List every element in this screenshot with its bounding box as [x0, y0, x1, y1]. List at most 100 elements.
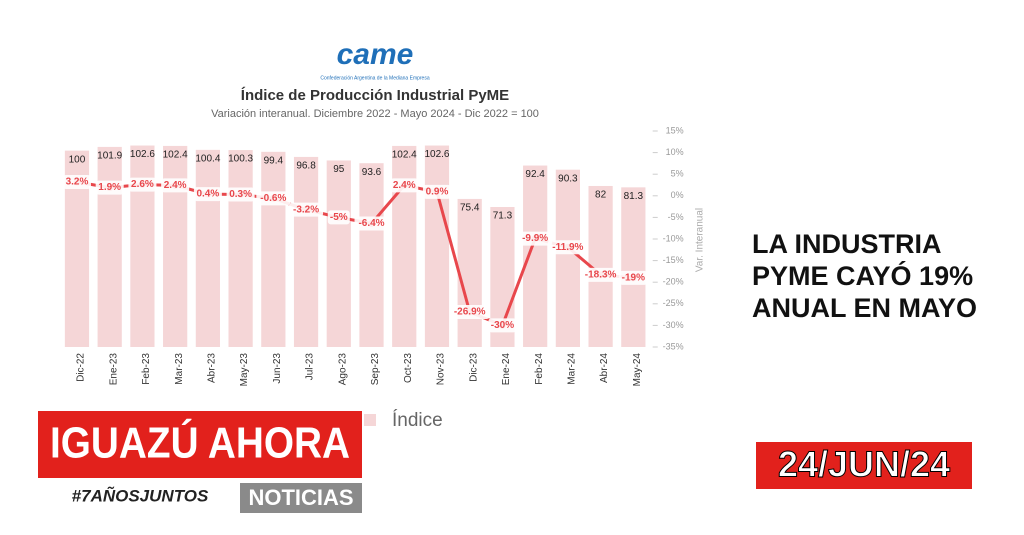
- point-label-bg: [256, 191, 291, 206]
- bar-value-label: 90.3: [558, 173, 578, 184]
- x-tick-label: Abr-23: [207, 353, 218, 383]
- legend-label: Índice: [392, 410, 443, 431]
- bar-value-label: 102.4: [392, 150, 417, 161]
- bar-value-label: 82: [595, 190, 607, 201]
- headline: PYME CAYÓ 19%: [752, 260, 973, 291]
- point-label: -19%: [622, 273, 645, 284]
- point-label-bg: [488, 318, 517, 333]
- y2-tick-label: -30%: [663, 320, 684, 330]
- brand-tag: #7AÑOSJUNTOS: [72, 485, 209, 505]
- point-label: -3.2%: [293, 204, 319, 215]
- bar: [621, 187, 646, 347]
- x-tick-label: Ago-23: [337, 353, 348, 386]
- bar: [392, 145, 417, 347]
- point-label-bg: [619, 270, 648, 285]
- y2-tick-label: -5%: [668, 212, 684, 222]
- point-label-bg: [289, 202, 324, 217]
- point-label: -9.9%: [522, 233, 548, 244]
- bar-value-label: 75.4: [460, 203, 480, 214]
- bar-value-label: 100: [69, 154, 86, 165]
- point-label: 1.9%: [98, 182, 121, 193]
- x-tick-label: Mar-24: [567, 353, 578, 385]
- bar-value-label: 96.8: [296, 161, 316, 172]
- bar: [163, 145, 188, 347]
- point-label-bg: [390, 178, 419, 193]
- x-tick-label: Ene-23: [108, 353, 119, 386]
- section: NOTICIAS: [248, 485, 353, 510]
- x-tick-label: Sep-23: [370, 353, 381, 386]
- x-tick-label: Abr-24: [599, 353, 610, 383]
- point-label-bg: [226, 187, 255, 202]
- point-label: -5%: [330, 212, 348, 223]
- point-label: -6.4%: [358, 218, 384, 229]
- x-tick-label: Dic-23: [468, 353, 479, 382]
- point-label-bg: [354, 216, 389, 231]
- bar-value-label: 71.3: [493, 211, 513, 222]
- x-tick-label: Jul-23: [305, 353, 316, 381]
- point-label: 2.4%: [393, 180, 416, 191]
- headline: ANUAL EN MAYO: [752, 293, 977, 323]
- y2-tick-label: -15%: [663, 255, 684, 265]
- bar: [195, 149, 220, 347]
- plot: 15% 10% 5% 0% -5% -10% -15% -20% -25% -30% -35% Dic…: [62, 125, 684, 387]
- bar: [130, 145, 155, 347]
- brand-box: [38, 411, 362, 478]
- point-label-bg: [449, 305, 490, 320]
- point-label: -26.9%: [454, 307, 486, 318]
- point-label: 0.4%: [196, 189, 219, 200]
- bar-value-label: 100.3: [228, 154, 253, 165]
- y2-tick-label: 5%: [671, 169, 684, 179]
- x-tick-label: Oct-23: [403, 353, 414, 383]
- x-tick-label: Mar-23: [174, 353, 185, 385]
- x-tick-label: Feb-23: [141, 353, 152, 385]
- bar-value-label: 101.9: [97, 151, 122, 162]
- point-label-bg: [422, 184, 451, 199]
- x-tick-label: Nov-23: [436, 353, 447, 386]
- x-tick-label: Dic-22: [76, 353, 87, 382]
- point-label: -30%: [491, 320, 514, 331]
- x-tick-label: May-24: [632, 353, 643, 387]
- bar: [424, 145, 450, 347]
- brand-name: IGUAZÚ AHORA: [50, 418, 350, 468]
- x-tick-label: Ene-24: [501, 353, 512, 386]
- point-label-bg: [518, 231, 553, 246]
- point-label-bg: [161, 178, 190, 193]
- headline: LA INDUSTRIA: [752, 229, 942, 259]
- point-label: 2.4%: [164, 180, 187, 191]
- bar-value-label: 92.4: [525, 169, 545, 180]
- bar: [523, 165, 548, 347]
- y2-tick-label: -10%: [663, 233, 684, 243]
- date: 24/JUN/24: [778, 444, 950, 485]
- bar: [555, 169, 580, 347]
- bar-value-label: 93.6: [362, 167, 382, 178]
- chart-subtitle: Variación interanual. Diciembre 2022 - M…: [211, 108, 539, 120]
- point-label-bg: [580, 267, 621, 282]
- y2-tick-label: 0%: [671, 190, 684, 200]
- x-tick-label: May-23: [239, 353, 250, 387]
- y2-tick-label: -35%: [663, 341, 684, 351]
- y2-tick-label: -20%: [663, 277, 684, 287]
- bar: [261, 151, 286, 347]
- y2-tick-label: 10%: [666, 147, 684, 157]
- date-box: [756, 442, 972, 489]
- bar: [293, 156, 319, 347]
- bar: [457, 198, 482, 347]
- x-tick-label: Feb-24: [534, 353, 545, 385]
- bar-value-label: 95: [333, 164, 345, 175]
- point-label: 0.3%: [229, 189, 252, 200]
- bar-value-label: 102.6: [130, 149, 155, 160]
- y2-tick-label: 15%: [666, 125, 684, 135]
- bar-value-label: 102.4: [163, 150, 188, 161]
- point-label-bg: [62, 174, 91, 189]
- bar-value-label: 102.6: [424, 149, 449, 160]
- section-box: [240, 483, 362, 513]
- y2-axis-label: Var. Interanual: [695, 208, 706, 272]
- point-label: 2.6%: [131, 179, 154, 190]
- point-label: 0.9%: [426, 187, 449, 198]
- point-label-bg: [547, 240, 588, 255]
- bar-value-label: 99.4: [264, 155, 284, 166]
- bar: [326, 160, 351, 347]
- x-tick-label: Jun-23: [272, 353, 283, 384]
- point-label-bg: [193, 187, 222, 202]
